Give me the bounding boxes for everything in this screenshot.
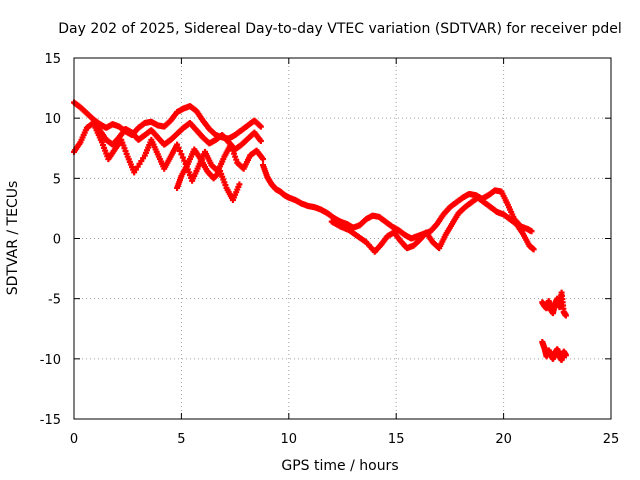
y-tick-label: 15: [44, 52, 61, 67]
data-point: [236, 181, 243, 188]
x-tick-label: 20: [495, 432, 512, 447]
data-point: [178, 151, 185, 158]
data-point: [562, 352, 569, 359]
y-tick-label: -15: [40, 413, 61, 428]
x-tick-label: 15: [388, 432, 405, 447]
x-axis-label: GPS time / hours: [281, 458, 398, 474]
data-point: [176, 148, 183, 155]
data-point: [257, 138, 264, 145]
series-trace-7: [539, 338, 569, 364]
chart-title: Day 202 of 2025, Sidereal Day-to-day VTE…: [58, 21, 622, 37]
series-trace-3: [92, 124, 267, 184]
series-trace-4: [174, 146, 243, 203]
series-trace-8: [539, 289, 569, 319]
y-axis-label: SDTVAR / TECUs: [5, 181, 21, 296]
data-point: [530, 246, 537, 253]
data-point: [260, 156, 267, 163]
data-point: [175, 144, 182, 151]
data-point: [528, 228, 535, 235]
series-trace-2: [71, 119, 264, 155]
y-tick-label: -10: [40, 353, 61, 368]
tick-layer: 0 5 10 15 20 25 -15 -10 -5 0 5 10 15: [40, 52, 620, 447]
data-point: [562, 312, 569, 319]
grid-layer: [74, 58, 611, 419]
y-tick-label: 0: [53, 233, 61, 248]
y-tick-label: 5: [53, 172, 61, 187]
x-tick-label: 5: [177, 432, 185, 447]
x-tick-label: 25: [603, 432, 620, 447]
series-trace-6: [328, 194, 537, 255]
series-trace-5: [260, 162, 535, 242]
data-marks: [71, 99, 569, 364]
x-tick-label: 0: [70, 432, 78, 447]
data-point: [174, 141, 181, 148]
data-point: [179, 154, 186, 161]
y-tick-label: 10: [44, 112, 61, 127]
x-tick-label: 10: [281, 432, 298, 447]
y-tick-label: -5: [48, 293, 61, 308]
data-point: [257, 123, 264, 130]
